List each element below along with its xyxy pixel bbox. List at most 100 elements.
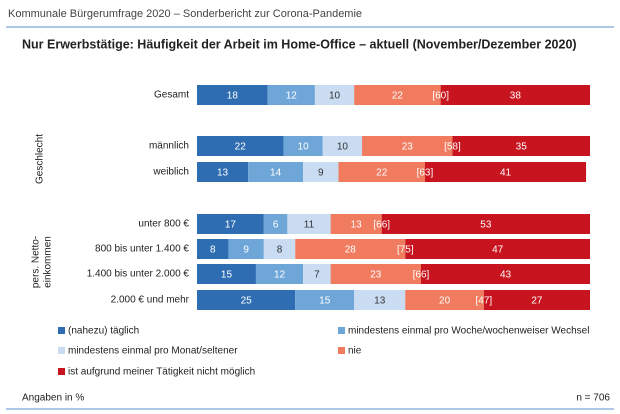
value-label: 13: [351, 220, 363, 231]
value-label: 25: [241, 296, 253, 307]
bar-segment: [248, 162, 304, 182]
legend-swatch: [58, 347, 65, 354]
bar-segment: [263, 214, 288, 234]
value-label: 53: [480, 220, 492, 231]
legend-label: nie: [348, 346, 362, 357]
combined-label: [58]: [444, 142, 461, 153]
value-label: 15: [221, 270, 233, 281]
bar-segment: [405, 290, 484, 310]
value-label: 15: [319, 296, 331, 307]
bar-segment: [483, 290, 590, 310]
category-label: 2.000 € und mehr: [111, 295, 190, 306]
legend-swatch: [58, 327, 65, 334]
legend-label: mindestens einmal pro Woche/wochenweiser…: [348, 326, 589, 337]
category-label: weiblich: [152, 167, 189, 178]
bar-segment: [354, 85, 441, 105]
bar-segment: [303, 162, 339, 182]
header: Kommunale Bürgerumfrage 2020 – Sonderber…: [8, 8, 362, 20]
bar-segment: [197, 239, 229, 259]
value-label: 23: [402, 142, 414, 153]
legend-swatch: [338, 347, 345, 354]
group-label: einkommen: [43, 236, 54, 288]
bar-segment: [354, 290, 406, 310]
bar-segment: [424, 162, 587, 182]
value-label: 41: [500, 168, 512, 179]
combined-label: [75]: [397, 245, 414, 256]
category-label: 800 bis unter 1.400 €: [95, 244, 189, 255]
legend-swatch: [338, 327, 345, 334]
value-label: 27: [531, 296, 543, 307]
value-label: 47: [492, 245, 504, 256]
value-label: 38: [510, 91, 522, 102]
value-label: 18: [227, 91, 239, 102]
bar-segment: [295, 290, 355, 310]
value-label: 10: [329, 91, 341, 102]
combined-label: [63]: [417, 168, 434, 179]
value-label: 22: [235, 142, 247, 153]
note: Angaben in %: [22, 393, 84, 404]
value-label: 22: [376, 168, 388, 179]
value-label: 11: [304, 220, 315, 231]
value-label: 35: [516, 142, 528, 153]
chart-title: Nur Erwerbstätige: Häufigkeit der Arbeit…: [22, 37, 577, 51]
bar-segment: [452, 136, 590, 156]
bar-segment: [295, 239, 406, 259]
bar-segment: [314, 85, 355, 105]
bar-segment: [197, 264, 256, 284]
bar-segment: [197, 136, 284, 156]
category-label: 1.400 bis unter 2.000 €: [87, 269, 190, 280]
bar-segment: [381, 214, 590, 234]
category-label: unter 800 €: [138, 219, 189, 230]
sample-size: n = 706: [576, 393, 610, 404]
bar-segment: [197, 290, 296, 310]
legend-label: (nahezu) täglich: [68, 326, 139, 337]
value-label: 13: [217, 168, 229, 179]
legend-label: mindestens einmal pro Monat/seltener: [68, 346, 238, 357]
bar-segment: [330, 214, 382, 234]
bar-segment: [303, 264, 331, 284]
value-label: 8: [210, 245, 216, 256]
combined-label: [47]: [476, 296, 493, 307]
bar-segment: [197, 162, 249, 182]
combined-label: [60]: [432, 91, 449, 102]
value-label: 10: [298, 142, 310, 153]
value-label: 9: [318, 168, 324, 179]
group-label: Geschlecht: [35, 134, 46, 184]
bar-segment: [287, 214, 331, 234]
bar-segment: [338, 162, 425, 182]
bar-segment: [421, 264, 590, 284]
value-label: 43: [500, 270, 512, 281]
value-label: 10: [337, 142, 349, 153]
bar-segment: [330, 264, 422, 284]
bar-segment: [255, 264, 304, 284]
bar-segment: [440, 85, 590, 105]
value-label: 13: [374, 296, 386, 307]
bar-segment: [197, 85, 268, 105]
bar-segment: [263, 239, 296, 259]
value-label: 12: [274, 270, 286, 281]
legend-label: ist aufgrund meiner Tätigkeit nicht mögl…: [68, 367, 255, 378]
value-label: 23: [370, 270, 382, 281]
combined-label: [66]: [413, 270, 430, 281]
bar-segment: [283, 136, 323, 156]
legend-swatch: [58, 368, 65, 375]
value-label: 17: [225, 220, 237, 231]
bar-segment: [197, 214, 264, 234]
value-label: 8: [277, 245, 283, 256]
value-label: 9: [243, 245, 249, 256]
category-label: Gesamt: [154, 90, 189, 101]
category-label: männlich: [149, 141, 189, 152]
value-label: 28: [345, 245, 357, 256]
bar-segment: [322, 136, 363, 156]
bar-segment: [362, 136, 453, 156]
bar-segment: [267, 85, 315, 105]
value-label: 6: [273, 220, 279, 231]
value-label: 7: [314, 270, 320, 281]
combined-label: [66]: [373, 220, 390, 231]
bar-segment: [228, 239, 264, 259]
value-label: 14: [270, 168, 282, 179]
value-label: 22: [392, 91, 404, 102]
value-label: 20: [439, 296, 451, 307]
group-label: pers. Netto-: [31, 236, 42, 288]
